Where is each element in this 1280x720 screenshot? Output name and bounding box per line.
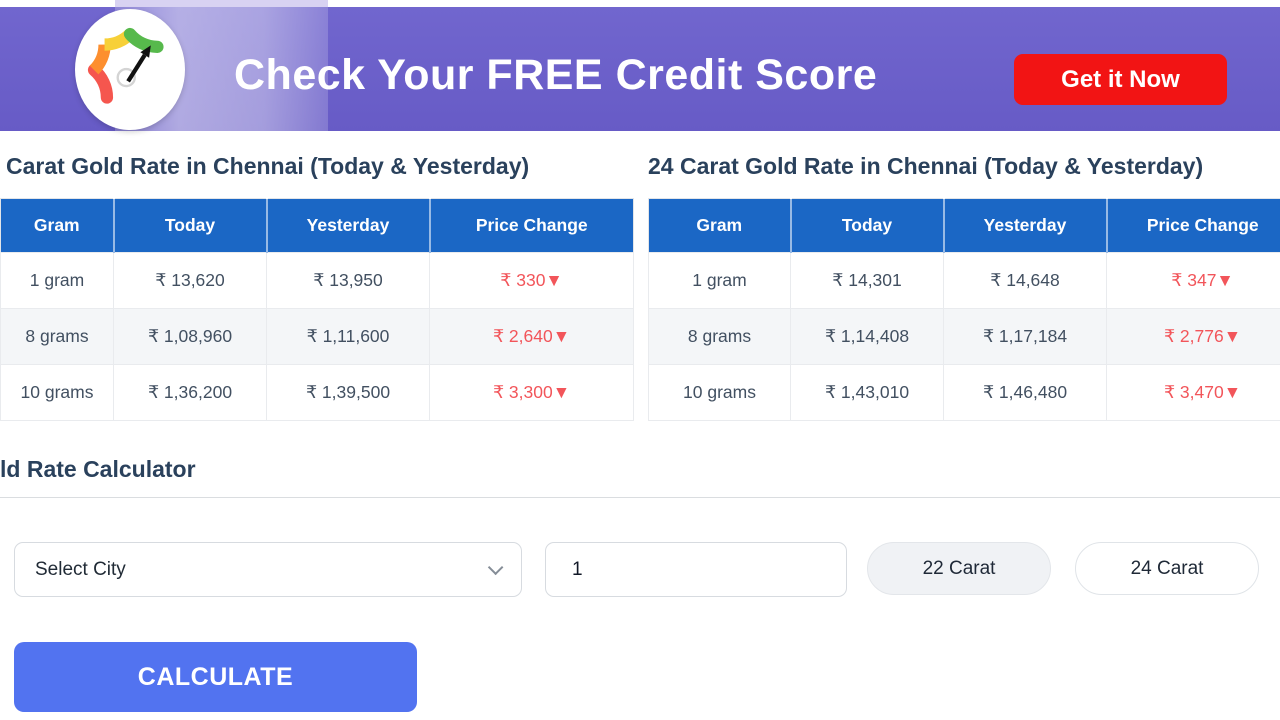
page-top-gap [0, 0, 1280, 7]
cell-price-change: ₹ 330▼ [429, 252, 634, 309]
gold-rate-table-24carat: Gram Today Yesterday Price Change 1 gram… [648, 198, 1280, 421]
col-header-gram: Gram [0, 198, 114, 253]
col-header-yesterday: Yesterday [942, 198, 1107, 253]
cell-gram: 1 gram [648, 252, 791, 309]
cell-today: ₹ 1,43,010 [790, 364, 944, 421]
cell-price-change: ₹ 347▼ [1106, 252, 1280, 309]
col-header-price-change: Price Change [1105, 198, 1280, 253]
gold-rate-table-22carat: Gram Today Yesterday Price Change 1 gram… [0, 198, 634, 421]
table-header-row: Gram Today Yesterday Price Change [648, 198, 1280, 253]
cell-yesterday: ₹ 1,11,600 [266, 308, 430, 365]
table-row: 10 grams ₹ 1,36,200 ₹ 1,39,500 ₹ 3,300▼ [0, 364, 634, 421]
banner-headline: Check Your FREE Credit Score [234, 51, 878, 99]
table-header-row: Gram Today Yesterday Price Change [0, 198, 634, 253]
cell-price-change: ₹ 3,470▼ [1106, 364, 1280, 421]
cell-gram: 8 grams [648, 308, 791, 365]
cell-gram: 10 grams [648, 364, 791, 421]
col-header-today: Today [789, 198, 944, 253]
carat-24-toggle-button[interactable]: 24 Carat [1075, 542, 1259, 595]
col-header-yesterday: Yesterday [265, 198, 430, 253]
cell-price-change: ₹ 3,300▼ [429, 364, 634, 421]
gold-rate-calculator-title: ld Rate Calculator [0, 456, 196, 482]
city-select-dropdown[interactable]: Select City [14, 542, 522, 597]
cell-gram: 1 gram [0, 252, 114, 309]
gold-rate-table-title-22carat: Carat Gold Rate in Chennai (Today & Yest… [6, 153, 530, 179]
table-row: 1 gram ₹ 14,301 ₹ 14,648 ₹ 347▼ [648, 252, 1280, 309]
cell-price-change: ₹ 2,640▼ [429, 308, 634, 365]
get-it-now-button[interactable]: Get it Now [1014, 54, 1227, 105]
gauge-svg [87, 27, 164, 104]
city-select-value: Select City [35, 558, 126, 580]
cell-yesterday: ₹ 1,46,480 [943, 364, 1107, 421]
col-header-today: Today [112, 198, 267, 253]
calculate-button[interactable]: CALCULATE [14, 642, 417, 712]
table-row: 8 grams ₹ 1,14,408 ₹ 1,17,184 ₹ 2,776▼ [648, 308, 1280, 365]
cell-today: ₹ 13,620 [113, 252, 267, 309]
carat-22-toggle-button[interactable]: 22 Carat [867, 542, 1051, 595]
credit-score-gauge-icon [75, 9, 185, 130]
cell-today: ₹ 14,301 [790, 252, 944, 309]
quantity-input[interactable] [545, 542, 847, 597]
table-row: 8 grams ₹ 1,08,960 ₹ 1,11,600 ₹ 2,640▼ [0, 308, 634, 365]
cell-gram: 10 grams [0, 364, 114, 421]
chevron-down-icon [487, 559, 504, 576]
table-row: 1 gram ₹ 13,620 ₹ 13,950 ₹ 330▼ [0, 252, 634, 309]
cell-today: ₹ 1,08,960 [113, 308, 267, 365]
gold-rate-table-title-24carat: 24 Carat Gold Rate in Chennai (Today & Y… [648, 153, 1204, 179]
col-header-price-change: Price Change [428, 198, 634, 253]
banner-top-bleed [115, 0, 328, 7]
cell-gram: 8 grams [0, 308, 114, 365]
credit-score-ad-banner[interactable]: Check Your FREE Credit Score Get it Now [0, 7, 1280, 131]
cell-today: ₹ 1,36,200 [113, 364, 267, 421]
section-divider [0, 497, 1280, 498]
table-row: 10 grams ₹ 1,43,010 ₹ 1,46,480 ₹ 3,470▼ [648, 364, 1280, 421]
cell-yesterday: ₹ 14,648 [943, 252, 1107, 309]
cell-yesterday: ₹ 1,39,500 [266, 364, 430, 421]
cell-today: ₹ 1,14,408 [790, 308, 944, 365]
col-header-gram: Gram [648, 198, 791, 253]
cell-price-change: ₹ 2,776▼ [1106, 308, 1280, 365]
cell-yesterday: ₹ 1,17,184 [943, 308, 1107, 365]
cell-yesterday: ₹ 13,950 [266, 252, 430, 309]
